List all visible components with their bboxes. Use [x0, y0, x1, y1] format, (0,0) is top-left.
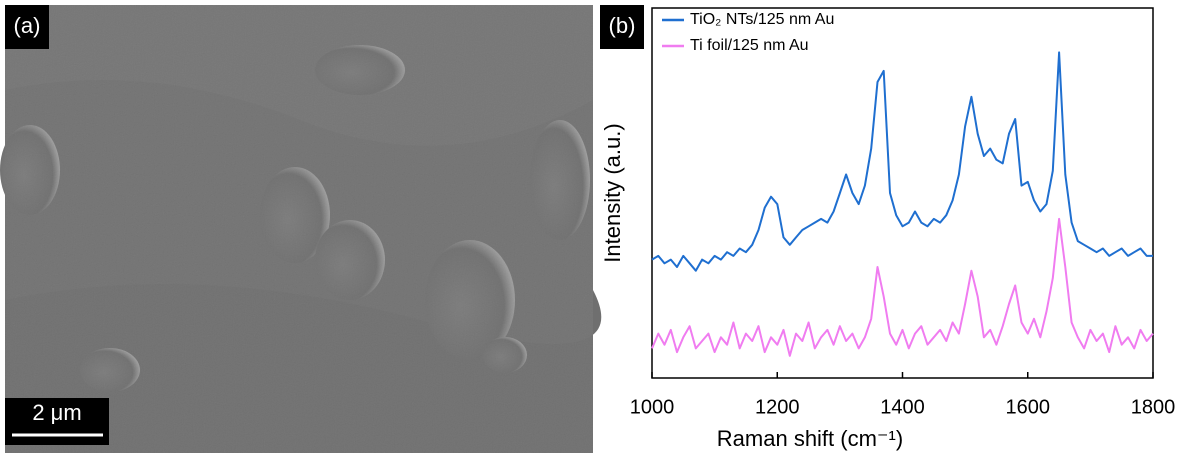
y-axis-label: Intensity (a.u.)	[600, 123, 625, 262]
x-tick-label: 1400	[880, 396, 925, 418]
legend-label: Ti foil/125 nm Au	[690, 37, 809, 54]
plot-frame	[652, 8, 1153, 378]
x-tick-label: 1600	[1006, 396, 1051, 418]
figure: (a) 2 μm (b) Raman shift (cm⁻¹) Intensit…	[0, 0, 1180, 456]
x-axis-label: Raman shift (cm⁻¹)	[717, 426, 903, 451]
panel-label: (b)	[609, 13, 636, 38]
series-line	[652, 52, 1153, 270]
sem-image	[0, 5, 601, 453]
scale-bar-label: 2 μm	[32, 400, 81, 425]
panel-label: (a)	[14, 13, 41, 38]
x-tick-label: 1000	[630, 396, 675, 418]
x-tick-label: 1800	[1131, 396, 1176, 418]
x-tick-label: 1200	[755, 396, 800, 418]
legend-label: TiO₂ NTs/125 nm Au	[690, 11, 834, 28]
